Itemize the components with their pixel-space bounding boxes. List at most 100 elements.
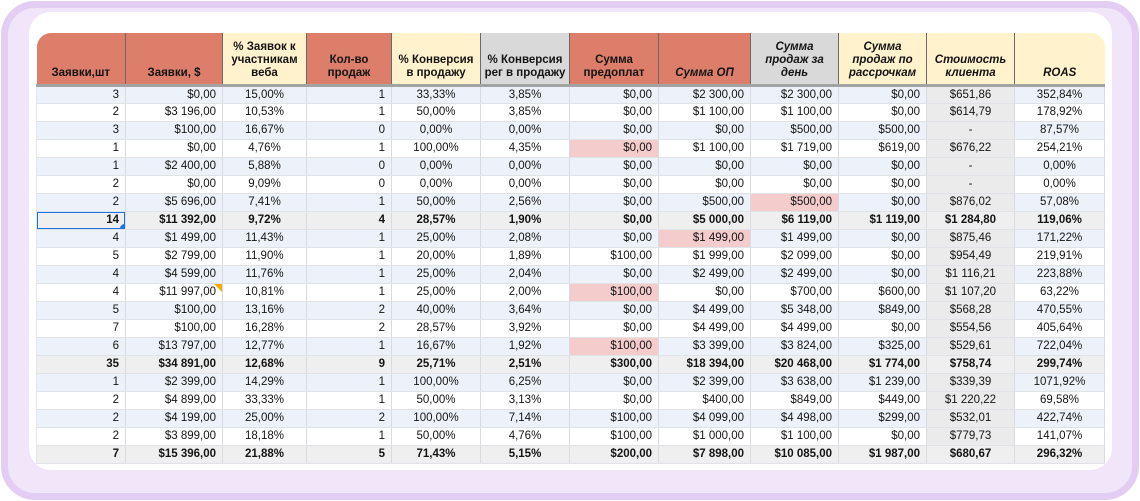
- cell[interactable]: $619,00: [838, 139, 927, 158]
- cell[interactable]: 119,06%: [1014, 211, 1105, 230]
- cell[interactable]: 87,57%: [1014, 121, 1105, 140]
- cell[interactable]: $0,00: [125, 175, 223, 194]
- cell[interactable]: $779,73: [926, 427, 1015, 446]
- cell[interactable]: 18,18%: [222, 427, 307, 446]
- column-header-9[interactable]: Сумма продаж по рассрочкам: [838, 33, 927, 87]
- cell[interactable]: -: [926, 121, 1015, 140]
- cell[interactable]: $1 107,20: [926, 283, 1015, 302]
- cell[interactable]: $758,74: [926, 355, 1015, 374]
- cell[interactable]: 1,92%: [480, 337, 570, 356]
- column-header-0[interactable]: Заявки,шт: [36, 33, 126, 87]
- cell[interactable]: 422,74%: [1014, 409, 1105, 428]
- cell[interactable]: $2 399,00: [658, 373, 751, 392]
- cell[interactable]: 15,00%: [222, 85, 307, 104]
- cell[interactable]: 1: [306, 373, 392, 392]
- cell[interactable]: $532,01: [926, 409, 1015, 428]
- cell[interactable]: $954,49: [926, 247, 1015, 266]
- cell[interactable]: 0,00%: [1014, 175, 1105, 194]
- cell[interactable]: $2 099,00: [750, 247, 839, 266]
- cell[interactable]: $676,22: [926, 139, 1015, 158]
- cell[interactable]: $700,00: [750, 283, 839, 302]
- cell[interactable]: $0,00: [569, 229, 659, 248]
- cell[interactable]: 7,41%: [222, 193, 307, 212]
- cell[interactable]: $100,00: [569, 427, 659, 446]
- column-header-7[interactable]: Сумма ОП: [658, 33, 751, 87]
- cell[interactable]: 0: [306, 157, 392, 176]
- cell[interactable]: $4 599,00: [125, 265, 223, 284]
- cell[interactable]: 16,67%: [391, 337, 481, 356]
- column-header-2[interactable]: % Заявок к участникам веба: [222, 33, 307, 87]
- cell[interactable]: 1: [306, 427, 392, 446]
- cell[interactable]: $3 638,00: [750, 373, 839, 392]
- cell[interactable]: 11,76%: [222, 265, 307, 284]
- cell[interactable]: $200,00: [569, 445, 659, 464]
- cell[interactable]: 296,32%: [1014, 445, 1105, 464]
- cell[interactable]: 35: [36, 355, 126, 374]
- cell[interactable]: 2: [306, 319, 392, 338]
- cell[interactable]: $4 499,00: [750, 319, 839, 338]
- cell[interactable]: $2 499,00: [750, 265, 839, 284]
- cell[interactable]: 69,58%: [1014, 391, 1105, 410]
- cell[interactable]: 1: [36, 157, 126, 176]
- cell[interactable]: 2: [36, 427, 126, 446]
- cell[interactable]: 5,88%: [222, 157, 307, 176]
- cell[interactable]: $100,00: [125, 301, 223, 320]
- cell[interactable]: $299,00: [838, 409, 927, 428]
- cell[interactable]: $0,00: [838, 193, 927, 212]
- cell[interactable]: $100,00: [125, 319, 223, 338]
- cell[interactable]: 25,00%: [391, 265, 481, 284]
- cell[interactable]: 100,00%: [391, 139, 481, 158]
- cell[interactable]: 63,22%: [1014, 283, 1105, 302]
- cell[interactable]: 2: [306, 409, 392, 428]
- cell[interactable]: $554,56: [926, 319, 1015, 338]
- cell[interactable]: $0,00: [750, 175, 839, 194]
- cell[interactable]: $1 499,00: [658, 229, 751, 248]
- cell[interactable]: $4 498,00: [750, 409, 839, 428]
- cell[interactable]: $849,00: [750, 391, 839, 410]
- cell[interactable]: $0,00: [569, 193, 659, 212]
- active-cell[interactable]: 14: [36, 211, 126, 230]
- cell[interactable]: 3,85%: [480, 103, 570, 122]
- cell[interactable]: $0,00: [569, 319, 659, 338]
- cell[interactable]: 2: [36, 103, 126, 122]
- cell[interactable]: $1 999,00: [658, 247, 751, 266]
- cell[interactable]: 3: [36, 121, 126, 140]
- cell[interactable]: 5: [36, 301, 126, 320]
- cell[interactable]: 2: [36, 391, 126, 410]
- cell[interactable]: $1 000,00: [658, 427, 751, 446]
- cell[interactable]: 7: [36, 319, 126, 338]
- cell[interactable]: $1 499,00: [750, 229, 839, 248]
- column-header-11[interactable]: ROAS: [1014, 33, 1105, 87]
- cell[interactable]: $1 239,00: [838, 373, 927, 392]
- cell[interactable]: $4 099,00: [658, 409, 751, 428]
- cell[interactable]: 2,51%: [480, 355, 570, 374]
- cell[interactable]: 2: [36, 409, 126, 428]
- cell[interactable]: $2 300,00: [658, 85, 751, 104]
- cell[interactable]: 254,21%: [1014, 139, 1105, 158]
- cell[interactable]: $0,00: [838, 265, 927, 284]
- column-header-3[interactable]: Кол-во продаж: [306, 33, 392, 87]
- cell[interactable]: 178,92%: [1014, 103, 1105, 122]
- cell[interactable]: $0,00: [125, 85, 223, 104]
- cell[interactable]: 11,90%: [222, 247, 307, 266]
- cell[interactable]: $15 396,00: [125, 445, 223, 464]
- cell[interactable]: 4,35%: [480, 139, 570, 158]
- cell[interactable]: $4 499,00: [658, 319, 751, 338]
- cell[interactable]: $0,00: [658, 121, 751, 140]
- cell[interactable]: 1: [306, 103, 392, 122]
- cell[interactable]: 4: [36, 283, 126, 302]
- cell[interactable]: $3 824,00: [750, 337, 839, 356]
- cell[interactable]: 25,00%: [391, 229, 481, 248]
- cell[interactable]: 12,77%: [222, 337, 307, 356]
- cell[interactable]: 6,25%: [480, 373, 570, 392]
- cell[interactable]: 28,57%: [391, 211, 481, 230]
- cell[interactable]: 57,08%: [1014, 193, 1105, 212]
- cell[interactable]: 4: [306, 211, 392, 230]
- cell[interactable]: 3,13%: [480, 391, 570, 410]
- cell[interactable]: 5,15%: [480, 445, 570, 464]
- cell[interactable]: 0,00%: [480, 175, 570, 194]
- cell[interactable]: $875,46: [926, 229, 1015, 248]
- cell[interactable]: $0,00: [569, 373, 659, 392]
- cell[interactable]: $680,67: [926, 445, 1015, 464]
- cell[interactable]: $500,00: [750, 121, 839, 140]
